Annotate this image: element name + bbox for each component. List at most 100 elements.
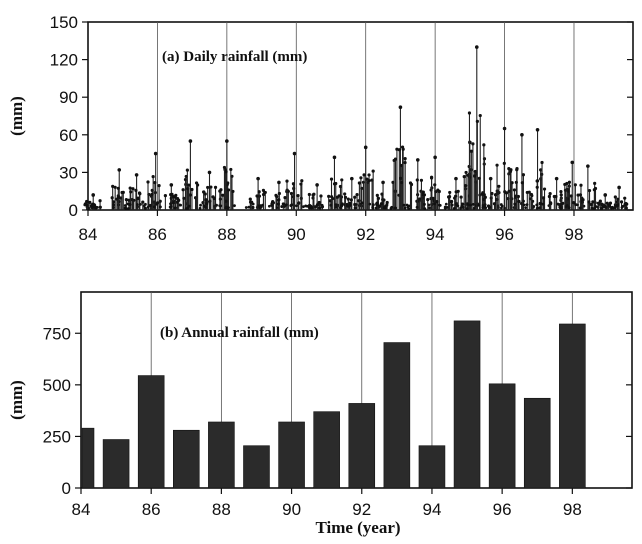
daily-low-point — [438, 203, 441, 207]
daily-low-point — [393, 206, 397, 210]
daily-point — [124, 198, 128, 202]
daily-point — [367, 179, 371, 183]
daily-low-point — [378, 205, 381, 209]
daily-point — [587, 200, 591, 204]
daily-peak-point — [169, 183, 174, 187]
daily-point — [623, 196, 627, 200]
daily-point — [113, 185, 117, 189]
daily-low-point — [90, 206, 94, 209]
daily-low-point — [592, 207, 595, 210]
daily-low-point — [83, 203, 87, 207]
annual-y-tick-label: 250 — [43, 427, 71, 446]
daily-point — [355, 193, 359, 197]
daily-point — [453, 194, 458, 198]
daily-low-point — [513, 202, 517, 206]
daily-point — [401, 147, 405, 151]
annual-x-tick-label: 88 — [212, 500, 231, 519]
daily-peak-point — [277, 180, 281, 185]
daily-point — [483, 195, 487, 199]
annual-x-tick-label: 98 — [563, 500, 582, 519]
daily-low-point — [445, 206, 449, 209]
daily-point — [181, 188, 185, 192]
daily-point — [261, 192, 266, 197]
daily-low-point — [318, 206, 322, 210]
annual-x-tick-label: 90 — [282, 500, 301, 519]
daily-point — [512, 188, 517, 192]
daily-point — [449, 200, 453, 204]
daily-point — [120, 190, 124, 195]
daily-low-point — [390, 205, 394, 209]
daily-low-point — [620, 206, 624, 209]
daily-peak-point — [535, 127, 540, 132]
daily-point — [136, 196, 140, 200]
daily-low-point — [123, 204, 127, 207]
daily-point — [473, 169, 477, 174]
daily-point — [456, 189, 460, 193]
daily-low-point — [594, 205, 598, 208]
daily-point — [517, 199, 521, 204]
annual-bar — [383, 342, 411, 489]
daily-low-point — [385, 202, 389, 206]
daily-point — [116, 195, 121, 199]
daily-point — [365, 177, 369, 181]
daily-peak-point — [188, 139, 193, 143]
daily-low-point — [467, 203, 471, 207]
daily-point — [146, 180, 150, 184]
annual-x-tick-label: 94 — [422, 500, 441, 519]
daily-point — [592, 188, 596, 192]
daily-low-point — [127, 207, 130, 210]
daily-low-point — [112, 206, 115, 209]
daily-point — [382, 198, 386, 202]
daily-point — [403, 157, 407, 161]
daily-point — [218, 197, 223, 201]
daily-point — [177, 198, 181, 202]
daily-point — [542, 187, 547, 191]
daily-low-point — [371, 206, 375, 210]
daily-point — [567, 180, 572, 184]
daily-low-point — [456, 204, 460, 208]
daily-point — [576, 193, 580, 197]
daily-low-point — [174, 206, 178, 210]
daily-point — [257, 190, 261, 194]
daily-point — [185, 168, 189, 172]
daily-point — [329, 195, 334, 199]
daily-point — [346, 197, 350, 201]
annual-bar — [208, 421, 235, 489]
daily-point — [300, 179, 304, 183]
daily-x-tick-label: 84 — [79, 225, 98, 244]
daily-point — [202, 190, 206, 194]
daily-peak-point — [207, 170, 212, 175]
daily-peak-point — [91, 193, 96, 197]
daily-point — [157, 184, 161, 188]
daily-point — [397, 148, 401, 152]
daily-low-point — [309, 204, 313, 208]
daily-low-point — [155, 202, 159, 206]
daily-peak-point — [350, 176, 354, 181]
daily-point — [623, 202, 627, 206]
daily-point — [469, 149, 473, 153]
daily-x-tick-label: 88 — [217, 225, 236, 244]
daily-point — [382, 206, 387, 210]
daily-point — [507, 189, 511, 193]
daily-point — [367, 173, 371, 177]
daily-point — [194, 181, 199, 185]
daily-point — [515, 166, 519, 171]
daily-low-point — [215, 203, 218, 207]
daily-low-point — [348, 204, 351, 208]
daily-point — [435, 200, 439, 204]
daily-point — [248, 200, 253, 204]
daily-low-point — [251, 202, 255, 206]
daily-point — [296, 193, 300, 198]
daily-point — [329, 177, 334, 181]
daily-point — [482, 143, 486, 147]
daily-low-point — [280, 205, 284, 208]
daily-point — [275, 194, 279, 199]
daily-point — [475, 119, 479, 123]
daily-point — [473, 174, 477, 178]
daily-low-point — [144, 207, 147, 210]
daily-point — [596, 201, 601, 205]
annual-x-tick-label: 96 — [493, 500, 512, 519]
annual-bar — [418, 445, 446, 489]
annual-bar — [313, 411, 340, 489]
daily-point — [593, 181, 597, 185]
